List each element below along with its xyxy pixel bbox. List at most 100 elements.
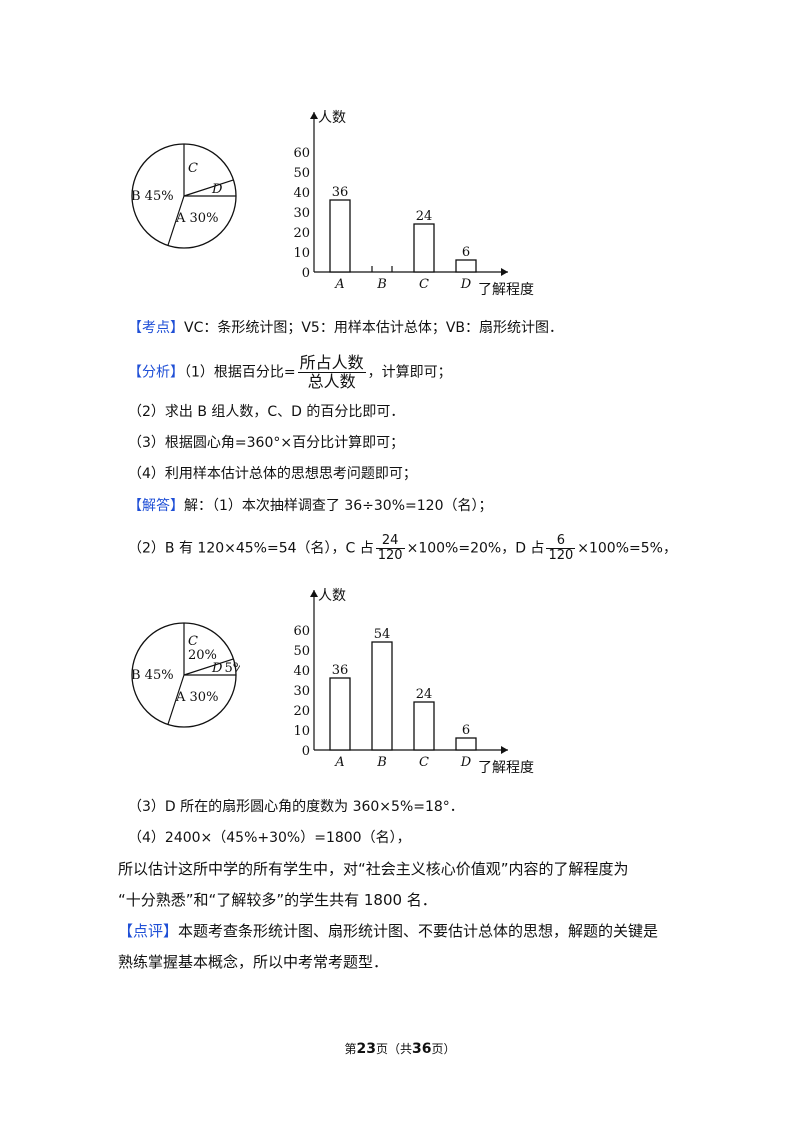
y-axis-label: 人数	[318, 588, 346, 604]
y-axis-arrow	[310, 112, 318, 119]
y-tick-label: 50	[293, 166, 310, 181]
fraction-d-numerator: 6	[546, 534, 576, 549]
fenxi-line-3: （3）根据圆心角=360°×百分比计算即可；	[128, 435, 405, 451]
bar-a	[329, 199, 351, 273]
bar-value-label-d: 6	[462, 723, 470, 738]
page-footer: 第23页（共36页）	[0, 1040, 800, 1057]
fenxi-line-4: （4）利用样本估计总体的思想思考问题即可；	[128, 466, 417, 482]
dianping-line-2: 熟练掌握基本概念，所以中考常考题型．	[118, 953, 389, 971]
conclusion-line-2: “十分熟悉”和“了解较多”的学生共有 1800 名．	[118, 891, 437, 909]
y-tick-label: 50	[293, 644, 310, 659]
answer-4-line: （4）2400×（45%+30%）=1800（名），	[128, 830, 411, 846]
bar-value-label-b: 54	[374, 627, 391, 642]
bar-value-label-a: 36	[332, 663, 349, 678]
bar-value-label-a: 36	[332, 185, 349, 200]
y-tick-label: 60	[293, 146, 310, 161]
fenxi-pre: （1）根据百分比=	[184, 364, 296, 381]
y-axis-label: 人数	[318, 110, 346, 126]
answer-2-part-a: （2）B 有 120×45%=54（名），C 占	[128, 540, 374, 557]
answer-3-line: （3）D 所在的扇形圆心角的度数为 360×5%=18°．	[128, 799, 464, 815]
fenxi-line-2: （2）求出 B 组人数，C、D 的百分比即可．	[128, 404, 405, 420]
bar-a	[329, 677, 351, 751]
x-tick-label-a: A	[334, 277, 344, 292]
footer-post: 页）	[431, 1042, 456, 1056]
pie-label-d-percent: 5%	[224, 661, 240, 676]
pie-boundary-d	[183, 658, 234, 676]
pie-boundary-b	[167, 674, 185, 725]
pie-label-c-percent: 20%	[188, 648, 217, 663]
kaodian-line: 【考点】VC：条形统计图；V5：用样本估计总体；VB：扇形统计图．	[128, 318, 563, 338]
dianping-text-1: 本题考查条形统计图、扇形统计图、不要估计总体的思想，解题的关键是	[178, 922, 659, 940]
pie-label-b: B 45%	[131, 668, 174, 683]
y-tick-label: 20	[293, 226, 310, 241]
y-tick-label: 30	[293, 684, 310, 699]
fenxi-line: 【分析】（1）根据百分比= 所占人数 总人数 ，计算即可；	[128, 354, 452, 391]
footer-total-pages: 36	[412, 1041, 432, 1057]
bar-d	[455, 259, 477, 273]
bar-b	[371, 641, 393, 751]
pie-label-c: C 20%	[188, 634, 217, 663]
pie-label-a: A 30%	[175, 211, 218, 226]
footer-page-number: 23	[356, 1041, 376, 1057]
answer-2-part-c: ×100%=5%，	[577, 540, 677, 557]
answer-2-line: （2）B 有 120×45%=54（名），C 占 24 120 ×100%=20%，D…	[128, 534, 677, 563]
fraction-c-denominator: 120	[377, 548, 403, 563]
x-tick-label-c: C	[419, 755, 429, 770]
fenxi-fraction-denominator: 总人数	[307, 372, 356, 391]
pie-label-c-letter: C	[188, 634, 198, 649]
x-axis-label: 了解程度	[478, 760, 534, 776]
pie-label-a: A 30%	[175, 690, 218, 705]
pie-chart-2: A 30%B 45% C20%D5%	[131, 622, 240, 728]
pie-label-d-letter: D	[211, 661, 223, 676]
fenxi-fraction: 所占人数 总人数	[297, 354, 366, 391]
y-tick-label: 0	[302, 266, 310, 281]
x-tick-label-b: B	[376, 755, 387, 770]
pie-label-d: D5%	[211, 661, 240, 676]
y-tick-label: 40	[293, 664, 310, 679]
jieda-line: 【解答】解：（1）本次抽样调查了 36÷30%=120（名）；	[128, 496, 492, 516]
kaodian-text: VC：条形统计图；V5：用样本估计总体；VB：扇形统计图．	[184, 320, 564, 336]
bar-c	[413, 223, 435, 273]
dianping-line-1: 【点评】本题考查条形统计图、扇形统计图、不要估计总体的思想，解题的关键是	[118, 921, 658, 941]
x-axis-arrow	[501, 746, 508, 754]
jieda-text: 解：（1）本次抽样调查了 36÷30%=120（名）；	[184, 498, 493, 514]
conclusion-line-1: 所以估计这所中学的所有学生中，对“社会主义核心价值观”内容的了解程度为	[118, 860, 629, 878]
bar-value-label-d: 6	[462, 245, 470, 260]
y-axis-arrow	[310, 590, 318, 597]
fraction-c-numerator: 24	[375, 534, 405, 549]
answer-2-fraction-d: 6 120	[546, 534, 576, 563]
pie-chart-1: A 30%B 45% CD	[131, 143, 237, 249]
x-tick-label-c: C	[419, 277, 429, 292]
x-tick-label-d: D	[460, 755, 472, 770]
x-axis-label: 了解程度	[478, 282, 534, 298]
x-tick-label-d: D	[460, 277, 472, 292]
y-tick-label: 10	[293, 724, 310, 739]
bar-value-label-c: 24	[416, 209, 433, 224]
pie-label-b: B 45%	[131, 189, 174, 204]
x-tick-label-a: A	[334, 755, 344, 770]
dianping-tag: 【点评】	[118, 922, 179, 940]
pie-boundary-d	[183, 179, 234, 197]
y-tick-label: 10	[293, 246, 310, 261]
footer-pre: 第	[344, 1042, 357, 1056]
fenxi-tag: 【分析】	[128, 364, 184, 381]
bar-c	[413, 701, 435, 751]
y-tick-label: 40	[293, 186, 310, 201]
y-tick-label: 20	[293, 704, 310, 719]
y-tick-label: 0	[302, 744, 310, 759]
pie-label-c: C	[188, 161, 198, 176]
answer-2-fraction-c: 24 120	[375, 534, 405, 563]
fenxi-post: ，计算即可；	[367, 364, 452, 381]
bar-d	[455, 737, 477, 751]
pie-label-d: D	[211, 182, 223, 197]
kaodian-tag: 【考点】	[128, 320, 184, 336]
pie-boundary-b	[167, 195, 185, 246]
x-tick-label-b: B	[376, 277, 387, 292]
y-tick-label: 30	[293, 206, 310, 221]
bar-value-label-c: 24	[416, 687, 433, 702]
fraction-d-denominator: 120	[548, 548, 574, 563]
jieda-tag: 【解答】	[128, 498, 184, 514]
answer-2-part-b: ×100%=20%，D 占	[406, 540, 545, 557]
